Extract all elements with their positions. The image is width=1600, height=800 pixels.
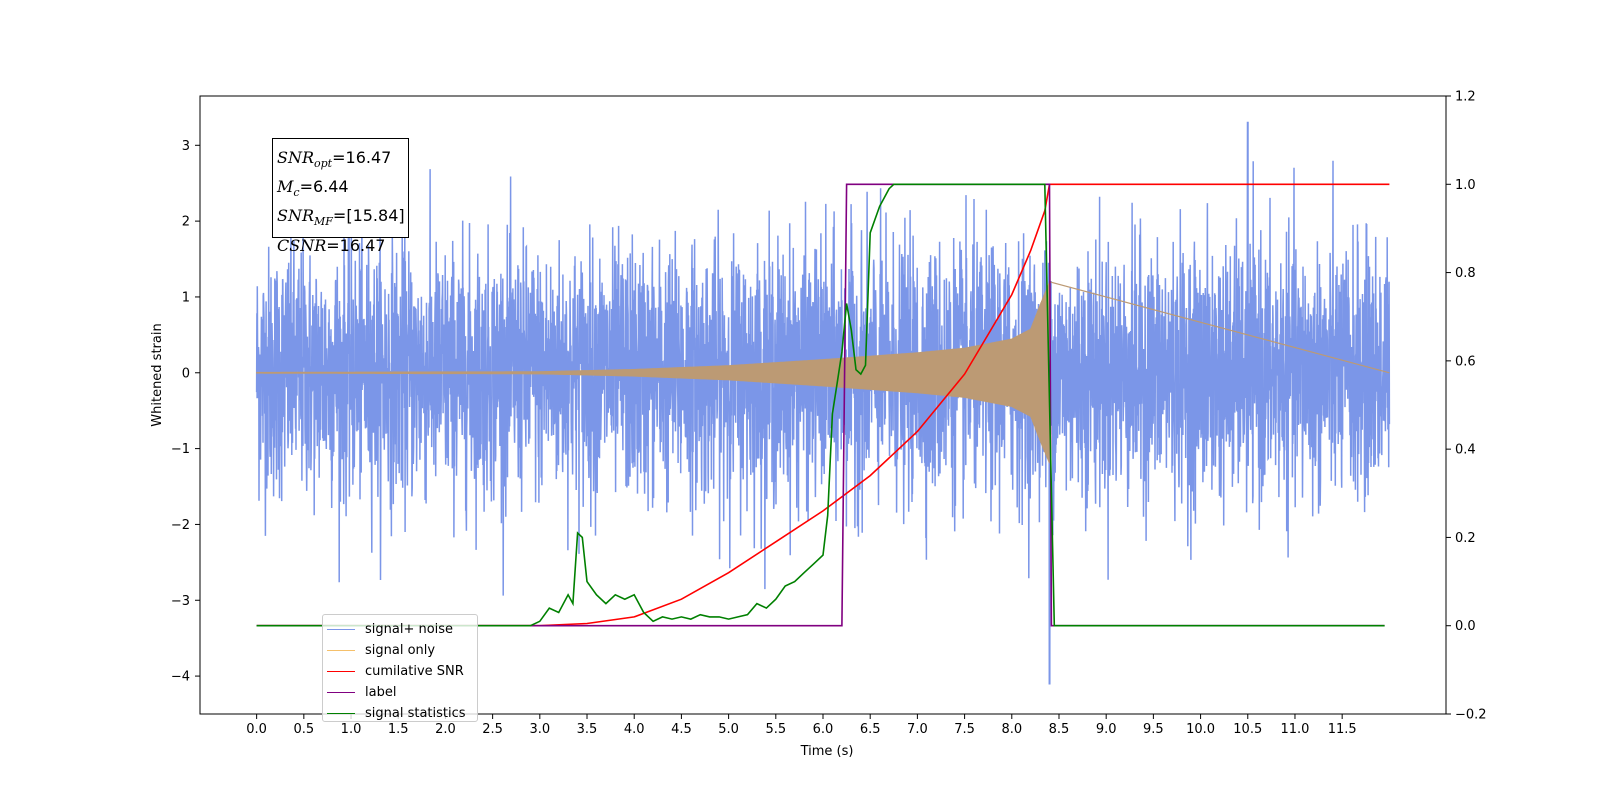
y2-tick-label: 0.4	[1455, 443, 1476, 458]
series-signal-statistics-line	[256, 183, 1385, 627]
y-axis-label: Whitened strain	[150, 323, 165, 426]
x-tick-label: 4.5	[671, 722, 692, 737]
y-tick-label: 0	[182, 366, 190, 381]
plot-area	[255, 121, 1391, 685]
x-tick-label: 11.0	[1280, 722, 1309, 737]
x-tick-label: 10.0	[1186, 722, 1215, 737]
y-tick-label: 2	[182, 215, 190, 230]
x-tick-label: 6.0	[813, 722, 834, 737]
x-tick-label: 1.5	[388, 722, 409, 737]
x-tick-label: 2.5	[482, 722, 503, 737]
legend: signal+ noise signal only cumilative SNR…	[322, 614, 478, 722]
legend-label: signal statistics	[365, 706, 466, 721]
y-tick-label: 3	[182, 139, 190, 154]
x-tick-label: 3.5	[577, 722, 598, 737]
series-cumulative-snr-line	[256, 183, 1390, 627]
y-tick-label: −2	[171, 518, 190, 533]
series-signal-noise-line	[255, 121, 1391, 685]
x-tick-label: 8.5	[1049, 722, 1070, 737]
x-tick-label: 1.0	[341, 722, 362, 737]
x-tick-label: 3.0	[529, 722, 550, 737]
y-tick-label: −1	[171, 442, 190, 457]
legend-item-signal-only: signal only	[327, 640, 477, 661]
x-tick-label: 0.0	[246, 722, 267, 737]
mc-value: =6.44	[299, 177, 349, 197]
x-tick-label: 5.0	[718, 722, 739, 737]
y2-tick-label: 1.2	[1455, 90, 1476, 105]
x-tick-label: 11.5	[1328, 722, 1357, 737]
legend-item-signal-noise: signal+ noise	[327, 619, 477, 640]
csnr-value: =16.47	[326, 235, 386, 255]
legend-swatch	[327, 629, 355, 630]
x-tick-label: 10.5	[1233, 722, 1262, 737]
x-axis-label: Time (s)	[800, 744, 854, 759]
legend-item-signal-statistics: signal statistics	[327, 703, 477, 724]
y-tick-label: 1	[182, 290, 190, 305]
legend-swatch	[327, 713, 355, 714]
y2-tick-label: −0.2	[1455, 708, 1487, 723]
y-tick-label: −4	[171, 670, 190, 685]
legend-swatch	[327, 692, 355, 693]
x-tick-label: 9.5	[1143, 722, 1164, 737]
snr-mf-value: =[15.84]	[332, 206, 405, 226]
axes: 0.0 0.5 1.0 1.5 2.0 2.5 3.0 3.5 4.0 4.5 5.0 5.5 6.0 6…	[150, 90, 1487, 760]
y2-tick-label: 1.0	[1455, 178, 1476, 193]
legend-item-cumulative-snr: cumilative SNR	[327, 661, 477, 682]
legend-swatch	[327, 671, 355, 672]
y2-tick-label: 0.2	[1455, 531, 1476, 546]
legend-label: signal+ noise	[365, 622, 454, 637]
x-tick-label: 2.0	[435, 722, 456, 737]
series-signal-only-line	[256, 281, 1390, 464]
legend-item-label: label	[327, 682, 477, 703]
y2-tick-label: 0.0	[1455, 619, 1476, 634]
y2-tick-label: 0.6	[1455, 354, 1476, 369]
x-tick-label: 7.5	[954, 722, 975, 737]
legend-swatch	[327, 650, 355, 651]
y-tick-label: −3	[171, 594, 190, 609]
snr-annotation-box: SNRopt=16.47 Mc=6.44 SNRMF=[15.84] CSNR=…	[272, 138, 409, 255]
legend-label: cumilative SNR	[365, 664, 464, 679]
x-tick-label: 5.5	[765, 722, 786, 737]
x-tick-label: 7.0	[907, 722, 928, 737]
x-tick-label: 6.5	[860, 722, 881, 737]
y2-tick-label: 0.8	[1455, 266, 1476, 281]
x-tick-label: 9.0	[1096, 722, 1117, 737]
legend-label: signal only	[365, 643, 436, 658]
x-tick-label: 8.0	[1001, 722, 1022, 737]
legend-label: label	[365, 685, 397, 700]
x-tick-label: 4.0	[624, 722, 645, 737]
snr-opt-value: =16.47	[332, 148, 392, 167]
x-tick-label: 0.5	[293, 722, 314, 737]
